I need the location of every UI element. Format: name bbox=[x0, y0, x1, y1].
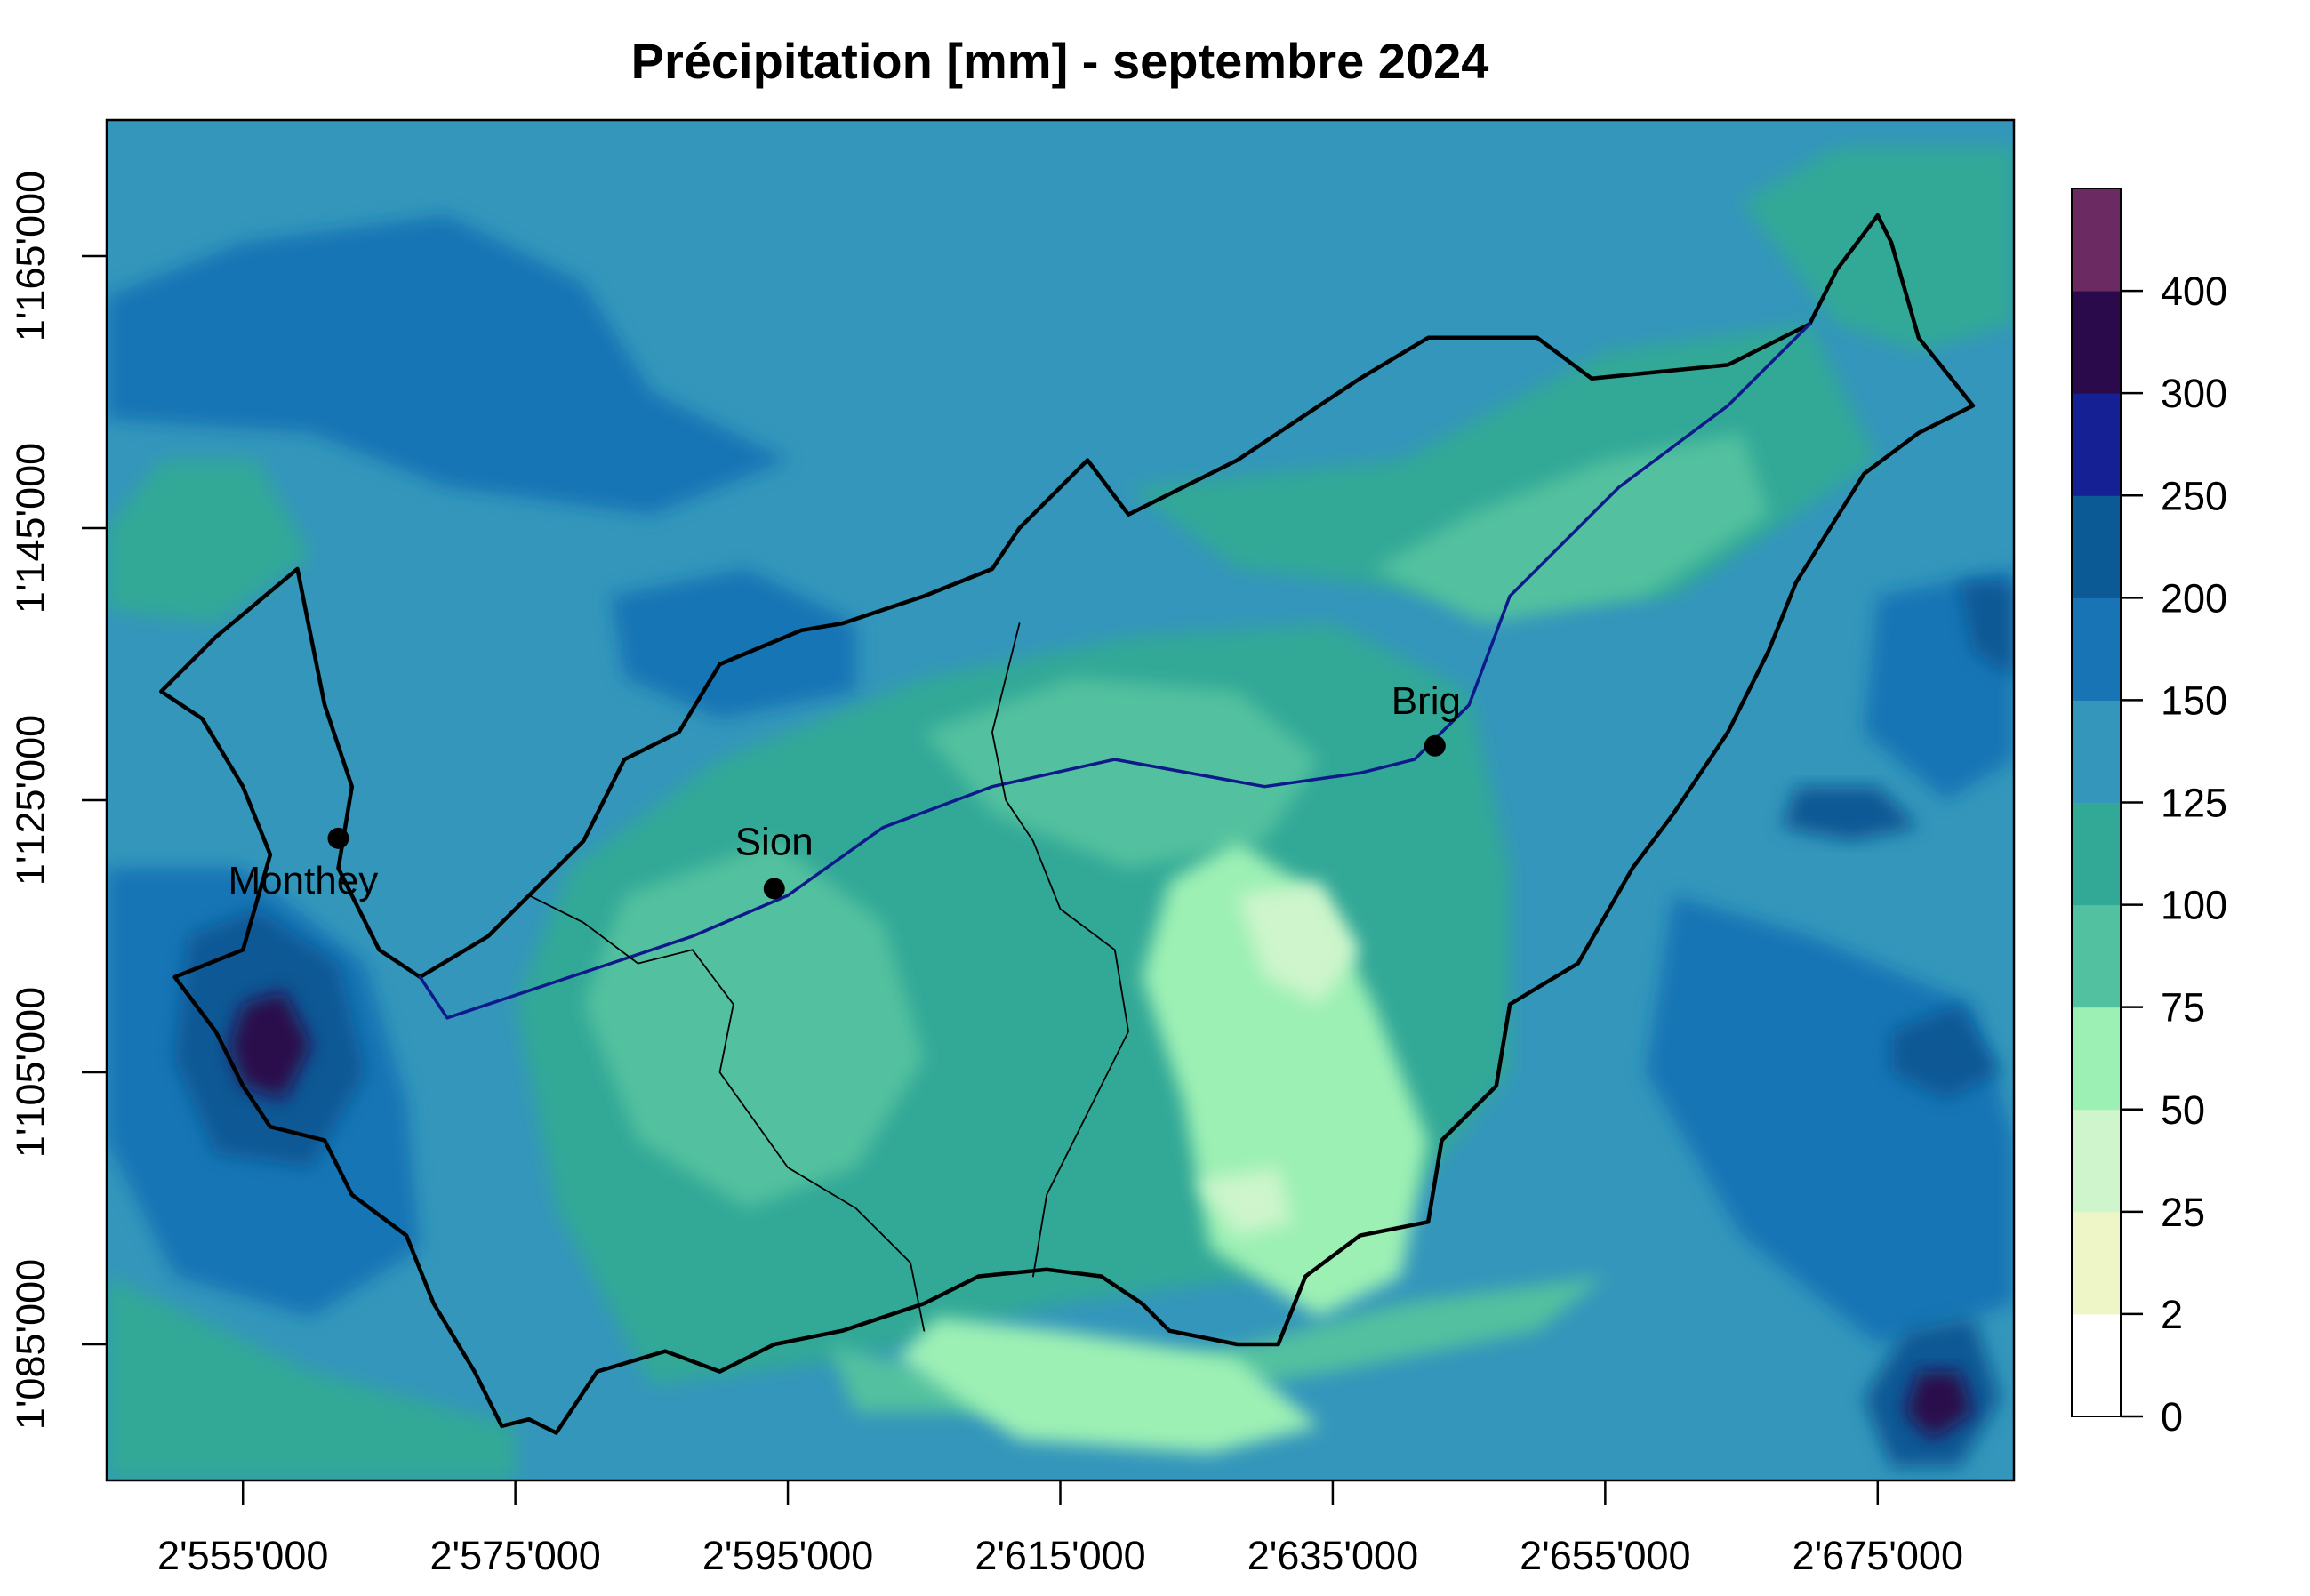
legend-swatch bbox=[2072, 904, 2121, 1008]
city-label: Sion bbox=[735, 820, 814, 863]
legend-label: 2 bbox=[2161, 1292, 2183, 1337]
y-tick-label: 1'145'000 bbox=[8, 443, 53, 614]
precip-zone-4 bbox=[924, 678, 1319, 869]
legend-label: 200 bbox=[2161, 575, 2227, 621]
legend-label: 0 bbox=[2161, 1394, 2183, 1440]
precip-zone-7 bbox=[610, 568, 856, 719]
rhone-river-line bbox=[418, 322, 1811, 1020]
legend-label: 300 bbox=[2161, 371, 2227, 416]
map-title: Précipitation [mm] - septembre 2024 bbox=[631, 33, 1489, 89]
precip-zone-8 bbox=[1959, 582, 2014, 678]
legend-label: 400 bbox=[2161, 269, 2227, 314]
city-markers: Monthey Sion Brig bbox=[228, 679, 1461, 902]
legend-label: 100 bbox=[2161, 883, 2227, 928]
precip-zone-7 bbox=[107, 215, 789, 515]
legend-swatch bbox=[2072, 1007, 2121, 1111]
precip-zone-4 bbox=[829, 1276, 1606, 1413]
precip-zone-8 bbox=[1782, 786, 1919, 841]
precip-zone-3 bbox=[896, 1317, 1319, 1454]
x-tick-label: 2'575'000 bbox=[429, 1533, 600, 1578]
legend-swatch bbox=[2072, 393, 2121, 496]
city-label: Brig bbox=[1392, 679, 1461, 723]
precip-zone-4 bbox=[1373, 432, 1769, 624]
precip-zone-8 bbox=[1891, 1004, 2001, 1100]
precip-zone-5 bbox=[1741, 147, 2014, 352]
legend-swatch bbox=[2072, 1313, 2121, 1417]
x-axis: 2'555'000 2'575'000 2'595'000 2'615'000 2'63… bbox=[157, 1480, 1963, 1578]
legend-swatch bbox=[2072, 700, 2121, 803]
city-marker bbox=[327, 827, 349, 849]
x-tick-label: 2'655'000 bbox=[1520, 1533, 1690, 1578]
y-axis: 1'165'000 1'145'000 1'125'000 1'105'000 1'08… bbox=[8, 171, 107, 1430]
y-tick-label: 1'125'000 bbox=[8, 715, 53, 886]
legend-label: 75 bbox=[2161, 985, 2205, 1031]
x-tick-label: 2'615'000 bbox=[975, 1533, 1145, 1578]
x-tick-label: 2'675'000 bbox=[1793, 1533, 1963, 1578]
precip-zone-5 bbox=[107, 1276, 516, 1480]
y-tick-label: 1'105'000 bbox=[8, 987, 53, 1158]
legend-label: 50 bbox=[2161, 1087, 2205, 1133]
legend-label: 250 bbox=[2161, 473, 2227, 518]
x-tick-label: 2'595'000 bbox=[702, 1533, 873, 1578]
x-tick-label: 2'635'000 bbox=[1247, 1533, 1418, 1578]
precip-zone-5 bbox=[107, 460, 311, 624]
legend-label: 25 bbox=[2161, 1190, 2205, 1235]
legend-swatch bbox=[2072, 495, 2121, 598]
precip-zone-10 bbox=[1905, 1371, 1973, 1440]
city-marker bbox=[763, 878, 785, 900]
y-tick-label: 1'165'000 bbox=[8, 171, 53, 341]
boundary-lines bbox=[159, 213, 1976, 1435]
legend-swatch bbox=[2072, 291, 2121, 394]
city-label: Monthey bbox=[228, 859, 378, 902]
district-boundary bbox=[528, 894, 926, 1332]
legend-swatch bbox=[2072, 597, 2121, 701]
legend-swatch bbox=[2072, 802, 2121, 906]
legend-swatch bbox=[2072, 1109, 2121, 1213]
legend-label: 125 bbox=[2161, 781, 2227, 826]
canton-boundary bbox=[159, 213, 1976, 1435]
legend-label: 150 bbox=[2161, 678, 2227, 723]
precip-zone-2 bbox=[1196, 1167, 1292, 1236]
city-marker bbox=[1424, 734, 1446, 757]
color-legend: 0 2 25 50 75 100 125 150 200 250 300 400 bbox=[2071, 188, 2227, 1440]
precip-zone-7 bbox=[1646, 895, 2014, 1344]
legend-swatch bbox=[2072, 1211, 2121, 1315]
district-boundary bbox=[991, 622, 1129, 1278]
precip-zone-4 bbox=[583, 840, 925, 1208]
precipitation-zones bbox=[107, 147, 2014, 1480]
x-tick-label: 2'555'000 bbox=[157, 1533, 328, 1578]
legend-swatch bbox=[2072, 188, 2121, 292]
precip-zone-2 bbox=[1237, 881, 1360, 1005]
precip-zone-10 bbox=[229, 990, 311, 1100]
y-tick-label: 1'085'000 bbox=[8, 1259, 53, 1430]
